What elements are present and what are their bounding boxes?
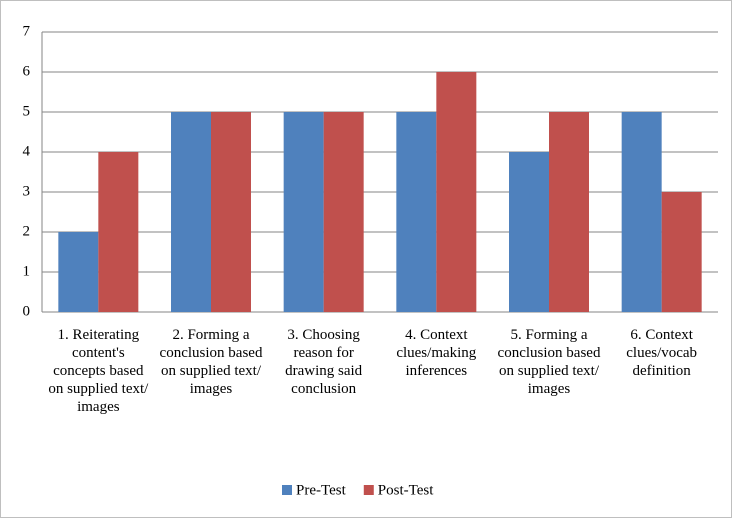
- bar: [509, 152, 549, 312]
- y-tick-label: 4: [23, 143, 31, 159]
- bar: [323, 112, 364, 312]
- bar: [396, 112, 437, 312]
- y-tick-label: 1: [23, 263, 31, 279]
- y-tick-label: 0: [23, 303, 31, 319]
- bar: [283, 112, 324, 312]
- x-tick-label: 1. Reiterating content's concepts based …: [48, 327, 149, 415]
- y-tick-label: 3: [23, 183, 31, 199]
- x-tick-label: 4. Context clues/making inferences: [396, 327, 477, 379]
- y-tick-label: 7: [23, 23, 31, 39]
- y-tick-label: 2: [23, 223, 31, 239]
- x-tick-label: 2. Forming a conclusion based on supplie…: [159, 327, 263, 397]
- legend-swatch: [363, 485, 374, 495]
- x-tick-label: 5. Forming a conclusion based on supplie…: [497, 327, 601, 397]
- bar: [58, 232, 99, 312]
- legend-label: Pre-Test: [296, 482, 347, 498]
- x-tick-label: 6. Context clues/vocab definition: [626, 327, 698, 379]
- bar: [211, 112, 251, 312]
- bar: [98, 152, 139, 312]
- bar: [436, 72, 477, 312]
- bar: [549, 112, 589, 312]
- legend-label: Post-Test: [378, 482, 434, 498]
- bar: [621, 112, 662, 312]
- y-tick-label: 5: [23, 103, 31, 119]
- bar: [171, 112, 211, 312]
- y-tick-label: 6: [23, 63, 31, 79]
- legend-swatch: [282, 485, 292, 495]
- bar: [661, 192, 702, 312]
- x-tick-label: 3. Choosing reason for drawing said conc…: [285, 327, 363, 397]
